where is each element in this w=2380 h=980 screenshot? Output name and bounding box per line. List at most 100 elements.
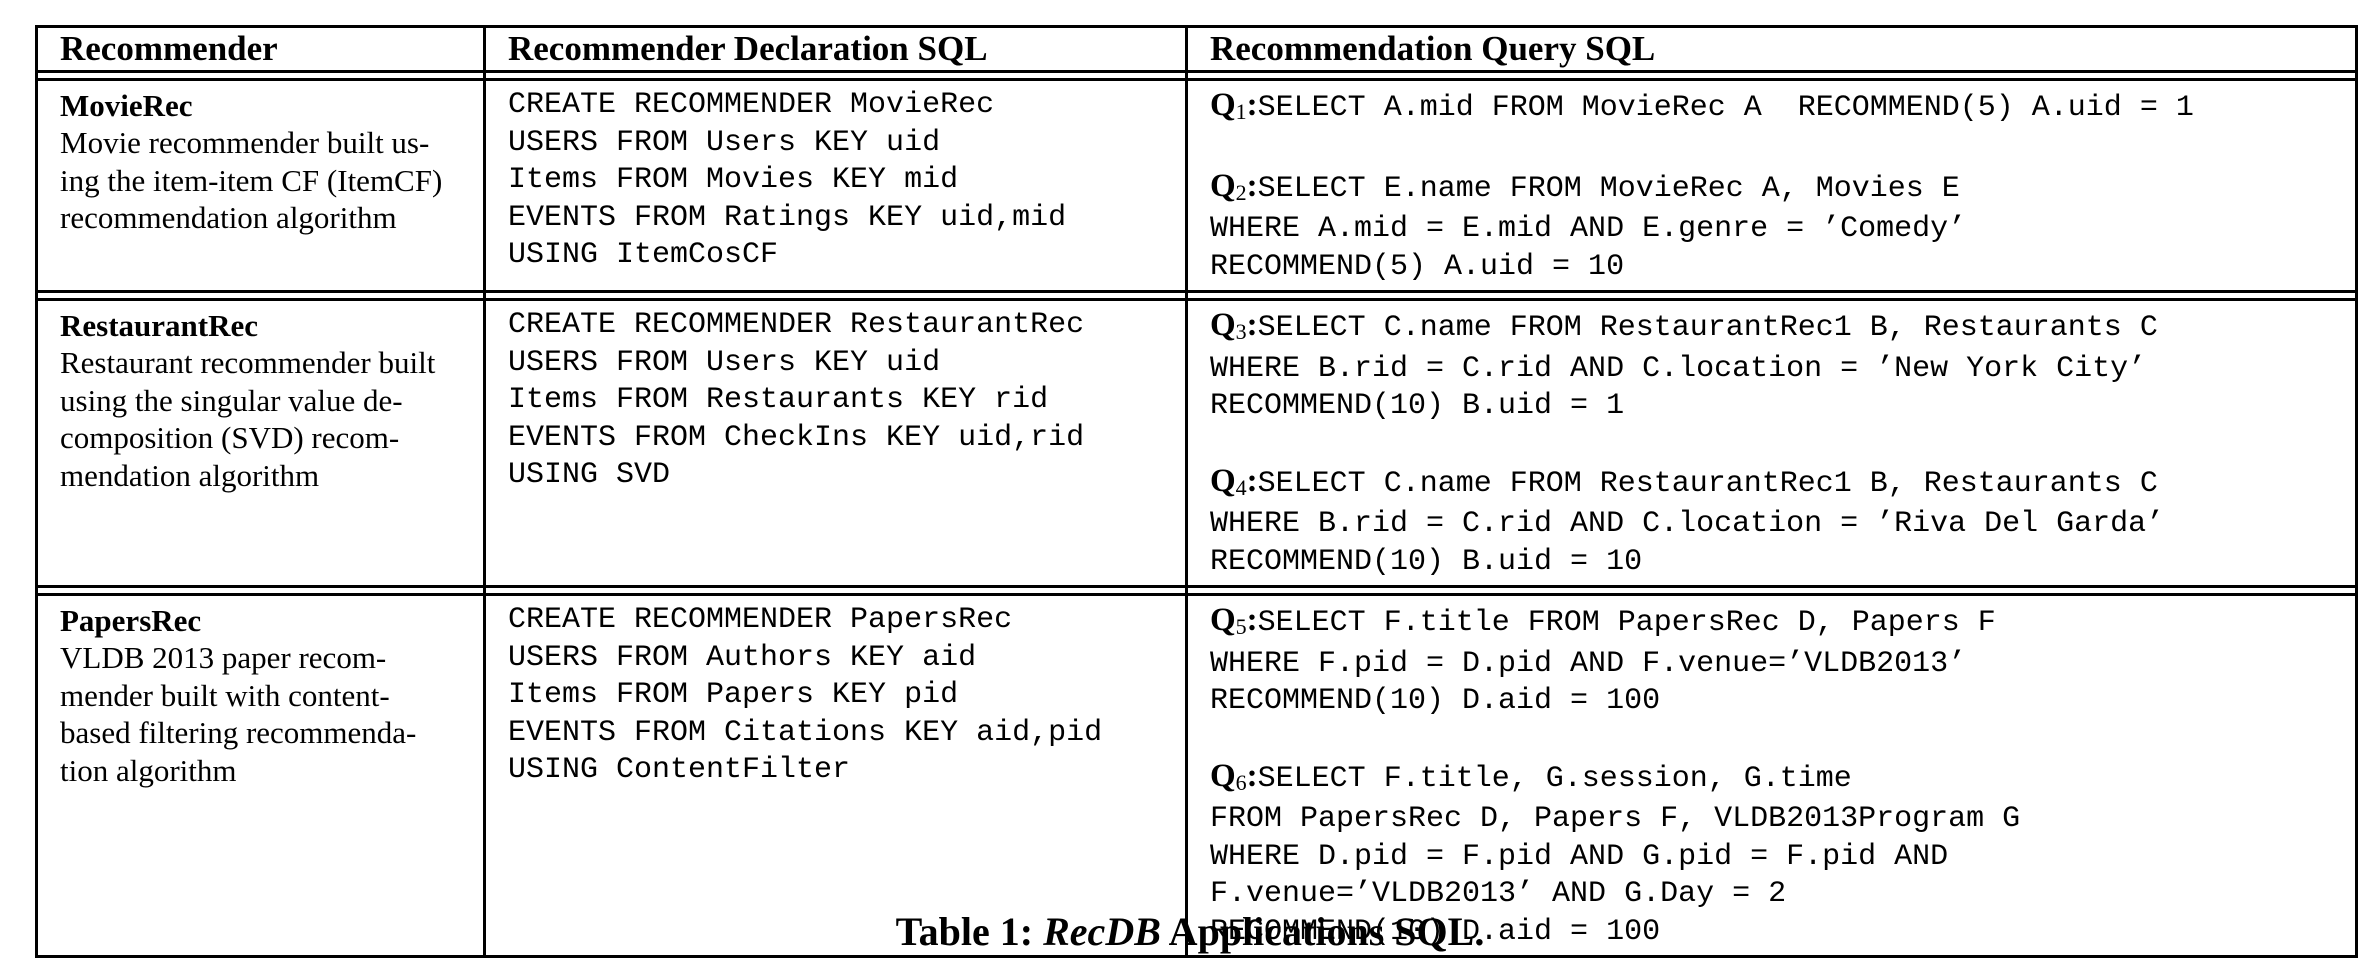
caption-recdb: RecDB: [1043, 909, 1161, 954]
declaration-line: USING ItemCosCF: [508, 238, 779, 272]
recommender-cell: PapersRec VLDB 2013 paper recom-mender bu…: [35, 593, 486, 958]
declaration-line: CREATE RECOMMENDER MovieRec: [508, 88, 995, 122]
description-line: mender built with content-: [60, 677, 390, 713]
query-line: Q2:SELECT E.name FROM MovieRec A, Movies…: [1210, 168, 2333, 212]
description-line: recommendation algorithm: [60, 200, 397, 235]
declaration-line: USERS FROM Users KEY uid: [508, 125, 941, 160]
query-line: Q5:SELECT F.title FROM PapersRec D, Pape…: [1210, 602, 2333, 646]
header-query-sql: Recommendation Query SQL: [1185, 25, 2358, 73]
description-line: VLDB 2013 paper recom-: [60, 640, 387, 675]
query-label: Q3:: [1210, 307, 1258, 344]
declaration-line: Items FROM Papers KEY pid: [508, 678, 959, 712]
description-line: based filtering recommenda-: [60, 715, 417, 750]
declaration-line: CREATE RECOMMENDER RestaurantRec: [508, 308, 1085, 342]
separator-cell: [1185, 71, 2358, 80]
query-label: Q5:: [1210, 602, 1258, 639]
query-cell: Q5:SELECT F.title FROM PapersRec D, Pape…: [1185, 593, 2358, 958]
query-label-letter: Q: [1210, 602, 1236, 638]
declaration-line: USERS FROM Users KEY uid: [508, 345, 941, 380]
recommender-description: VLDB 2013 paper recom-mender built with …: [60, 639, 461, 789]
declaration-cell: CREATE RECOMMENDER MovieRec USERS FROM Us…: [483, 78, 1188, 293]
declaration-line: USERS FROM Authors KEY aid: [508, 640, 977, 675]
separator-cell: [1185, 586, 2358, 595]
query-line: Q6:SELECT F.title, G.session, G.time: [1210, 758, 2333, 802]
query-label-letter: Q: [1210, 167, 1236, 204]
query-cell: Q3:SELECT C.name FROM RestaurantRec1 B, …: [1185, 298, 2358, 588]
recommender-name: PapersRec: [60, 603, 202, 638]
separator-cell: [483, 586, 1188, 595]
query-line: F.venue=’VLDB2013’ AND G.Day = 2: [1210, 877, 1787, 911]
description-line: Movie recommender built us-: [60, 125, 430, 160]
query-label-index: 1: [1235, 99, 1247, 124]
query-label-index: 6: [1235, 769, 1247, 795]
query-label: Q2:: [1210, 167, 1258, 205]
query-block: Q2:SELECT E.name FROM MovieRec A, Movies…: [1210, 168, 2333, 287]
query-text: SELECT F.title FROM PapersRec D, Papers …: [1257, 606, 1996, 640]
query-line: WHERE D.pid = F.pid AND G.pid = F.pid AN…: [1210, 839, 1949, 874]
query-line: RECOMMEND(10) D.aid = 100: [1210, 914, 1661, 949]
description-line: mendation algorithm: [60, 457, 320, 493]
caption-suffix: Applications SQL.: [1160, 909, 1485, 954]
row-separator: [35, 71, 2358, 80]
recommenders-table: Recommender Recommender Declaration SQL …: [35, 25, 2358, 958]
separator-cell: [35, 586, 486, 595]
description-line: ing the item-item CF (ItemCF): [60, 162, 443, 198]
query-label-letter: Q: [1210, 462, 1236, 499]
table-row: PapersRec VLDB 2013 paper recom-mender bu…: [35, 593, 2358, 958]
row-separator: [35, 291, 2358, 300]
query-label: Q6:: [1210, 757, 1258, 795]
table-caption: Table 1: RecDB Applications SQL.: [0, 908, 2380, 955]
separator-cell: [1185, 291, 2358, 300]
declaration-line: Items FROM Restaurants KEY rid: [508, 383, 1049, 417]
query-line: RECOMMEND(10) B.uid = 10: [1210, 544, 1643, 579]
query-line: WHERE B.rid = C.rid AND C.location = ’Ri…: [1210, 507, 2165, 541]
query-text: SELECT F.title, G.session, G.time: [1257, 761, 1852, 796]
declaration-line: USING ContentFilter: [508, 753, 851, 787]
declaration-line: EVENTS FROM CheckIns KEY uid,rid: [508, 420, 1085, 455]
table-row: MovieRec Movie recommender built us-ing t…: [35, 78, 2358, 293]
query-line: RECOMMEND(5) A.uid = 10: [1210, 249, 1625, 284]
query-block: Q1:SELECT A.mid FROM MovieRec A RECOMMEN…: [1210, 87, 2333, 131]
query-text: SELECT E.name FROM MovieRec A, Movies E: [1257, 171, 1960, 206]
recommender-cell: MovieRec Movie recommender built us-ing t…: [35, 78, 486, 293]
recommender-name: RestaurantRec: [60, 308, 259, 343]
query-label: Q4:: [1210, 462, 1258, 500]
query-line: FROM PapersRec D, Papers F, VLDB2013Prog…: [1210, 802, 2021, 836]
query-label-letter: Q: [1210, 307, 1236, 343]
query-block: Q4:SELECT C.name FROM RestaurantRec1 B, …: [1210, 463, 2333, 582]
separator-cell: [35, 71, 486, 80]
query-block: Q6:SELECT F.title, G.session, G.time FROM…: [1210, 758, 2333, 952]
declaration-cell: CREATE RECOMMENDER PapersRec USERS FROM A…: [483, 593, 1188, 958]
caption-prefix: Table 1:: [895, 909, 1044, 954]
header-declaration-sql: Recommender Declaration SQL: [483, 25, 1188, 73]
query-block: Q3:SELECT C.name FROM RestaurantRec1 B, …: [1210, 307, 2333, 426]
row-separator: [35, 586, 2358, 595]
header-recommender: Recommender: [35, 25, 486, 73]
query-line: Q1:SELECT A.mid FROM MovieRec A RECOMMEN…: [1210, 87, 2333, 131]
query-label: Q1:: [1210, 87, 1258, 124]
table-row: RestaurantRec Restaurant recommender buil…: [35, 298, 2358, 588]
description-line: using the singular value de-: [60, 382, 403, 418]
description-line: Restaurant recommender built: [60, 345, 436, 380]
recommender-cell: RestaurantRec Restaurant recommender buil…: [35, 298, 486, 588]
query-cell: Q1:SELECT A.mid FROM MovieRec A RECOMMEN…: [1185, 78, 2358, 293]
query-label-letter: Q: [1210, 87, 1236, 123]
query-label-index: 4: [1235, 474, 1247, 500]
separator-cell: [35, 291, 486, 300]
recommender-description: Movie recommender built us-ing the item-…: [60, 124, 461, 237]
separator-cell: [483, 71, 1188, 80]
table-header-row: Recommender Recommender Declaration SQL …: [35, 25, 2358, 73]
separator-cell: [483, 291, 1188, 300]
query-text: SELECT A.mid FROM MovieRec A RECOMMEND(5…: [1257, 91, 2194, 125]
query-text: SELECT C.name FROM RestaurantRec1 B, Res…: [1257, 311, 2158, 345]
query-line: RECOMMEND(10) D.aid = 100: [1210, 684, 1661, 718]
description-line: tion algorithm: [60, 752, 237, 788]
query-line: WHERE F.pid = D.pid AND F.venue=’VLDB201…: [1210, 646, 1967, 681]
query-label-index: 2: [1235, 179, 1247, 205]
query-line: Q4:SELECT C.name FROM RestaurantRec1 B, …: [1210, 463, 2333, 507]
query-label-index: 5: [1235, 614, 1247, 639]
query-line: WHERE A.mid = E.mid AND E.genre = ’Comed…: [1210, 212, 1967, 246]
query-label-letter: Q: [1210, 757, 1236, 794]
declaration-line: CREATE RECOMMENDER PapersRec: [508, 603, 1013, 637]
query-label-index: 3: [1235, 319, 1247, 344]
